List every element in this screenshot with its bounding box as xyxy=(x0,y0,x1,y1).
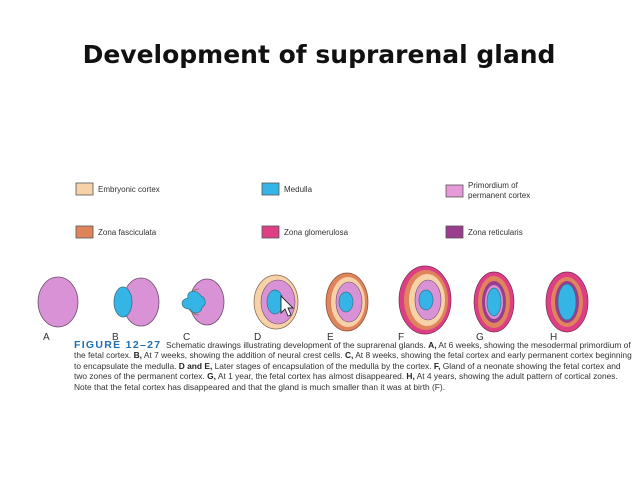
legend-item-zona-fasciculata: Zona fasciculata xyxy=(75,225,157,239)
figure-label: FIGURE 12–27 xyxy=(74,339,162,351)
stage-g-medulla xyxy=(486,287,502,317)
legend-swatch-primordium xyxy=(445,184,464,198)
legend-label-embryonic-cortex: Embryonic cortex xyxy=(98,185,160,194)
stage-label-c: C xyxy=(183,332,190,343)
stage-labels: A B C D E F G H xyxy=(43,332,557,343)
stage-c-medulla xyxy=(181,290,206,314)
caption-part-a-text: At 6 weeks, showing the mesodermal primo… xyxy=(74,340,631,361)
stage-e-medulla xyxy=(338,291,354,313)
legend-item-primordium: Primordium of permanent cortex xyxy=(445,181,530,200)
slide-title: Development of suprarenal gland xyxy=(82,40,556,69)
caption-part-b-text: At 7 weeks, showing the addition of neur… xyxy=(143,350,343,361)
legend-item-zona-reticularis: Zona reticularis xyxy=(445,225,523,239)
caption-part-c-text: At 8 weeks, showing the fetal cortex and… xyxy=(74,350,632,371)
stage-label-f: F xyxy=(398,332,404,343)
legend-item-medulla: Medulla xyxy=(261,182,313,196)
stage-a-fetal-cortex xyxy=(37,276,79,328)
legend-swatch-embryonic-cortex xyxy=(75,182,94,196)
stage-d-drawing xyxy=(253,274,299,330)
caption-part-b-letter: B, xyxy=(133,350,142,361)
cursor-arrow-icon xyxy=(280,294,295,317)
stage-label-d: D xyxy=(254,332,261,343)
stage-label-e: E xyxy=(327,332,334,343)
legend: Embryonic cortex Medulla Primordium of p… xyxy=(75,181,530,239)
caption-part-a-letter: A, xyxy=(428,340,437,350)
stage-a-drawing xyxy=(37,276,79,328)
legend-label-primordium-line1: Primordium of xyxy=(468,181,519,190)
legend-label-zona-fasciculata: Zona fasciculata xyxy=(98,228,157,237)
stage-label-a: A xyxy=(43,332,50,343)
stage-label-g: G xyxy=(476,332,484,343)
legend-label-primordium-line2: permanent cortex xyxy=(468,191,530,200)
caption-part-f-text: Gland of a neonate showing the fetal cor… xyxy=(74,360,621,382)
legend-label-zona-reticularis: Zona reticularis xyxy=(468,228,523,237)
legend-label-zona-glomerulosa: Zona glomerulosa xyxy=(284,228,349,237)
caption-intro: Schematic drawings illustrating developm… xyxy=(166,340,426,350)
stage-h-drawing xyxy=(545,271,589,333)
stage-e-drawing xyxy=(325,272,369,332)
caption-part-c-letter: C, xyxy=(344,350,354,361)
caption-part-g-letter: G, xyxy=(207,371,216,382)
legend-swatch-zona-glomerulosa xyxy=(261,225,280,239)
figure-caption: FIGURE 12–27 Schematic drawings illustra… xyxy=(74,340,634,392)
stage-h-medulla xyxy=(557,283,577,321)
caption-part-g-text: At 1 year, the fetal cortex has almost d… xyxy=(217,371,405,382)
stage-label-h: H xyxy=(550,332,557,343)
legend-swatch-zona-reticularis xyxy=(445,225,464,239)
stage-c-drawing xyxy=(181,278,225,326)
caption-part-h-text: At 4 years, showing the adult pattern of… xyxy=(74,371,618,392)
legend-label-medulla: Medulla xyxy=(284,185,313,194)
legend-item-embryonic-cortex: Embryonic cortex xyxy=(75,182,160,196)
stage-g-drawing xyxy=(473,271,515,333)
stage-f-medulla xyxy=(418,289,434,311)
stage-b-neural-crest-cells xyxy=(113,286,133,318)
legend-item-zona-glomerulosa: Zona glomerulosa xyxy=(261,225,349,239)
stage-f-drawing xyxy=(398,265,452,335)
caption-part-f-letter: F, xyxy=(433,360,441,371)
legend-swatch-zona-fasciculata xyxy=(75,225,94,239)
stage-label-b: B xyxy=(112,332,119,343)
stage-b-drawing xyxy=(113,277,160,327)
caption-part-h-letter: H, xyxy=(406,371,415,382)
caption-part-de-letter: D and E, xyxy=(178,360,213,371)
caption-part-de-text: Later stages of encapsulation of the med… xyxy=(214,360,432,371)
legend-swatch-medulla xyxy=(261,182,280,196)
